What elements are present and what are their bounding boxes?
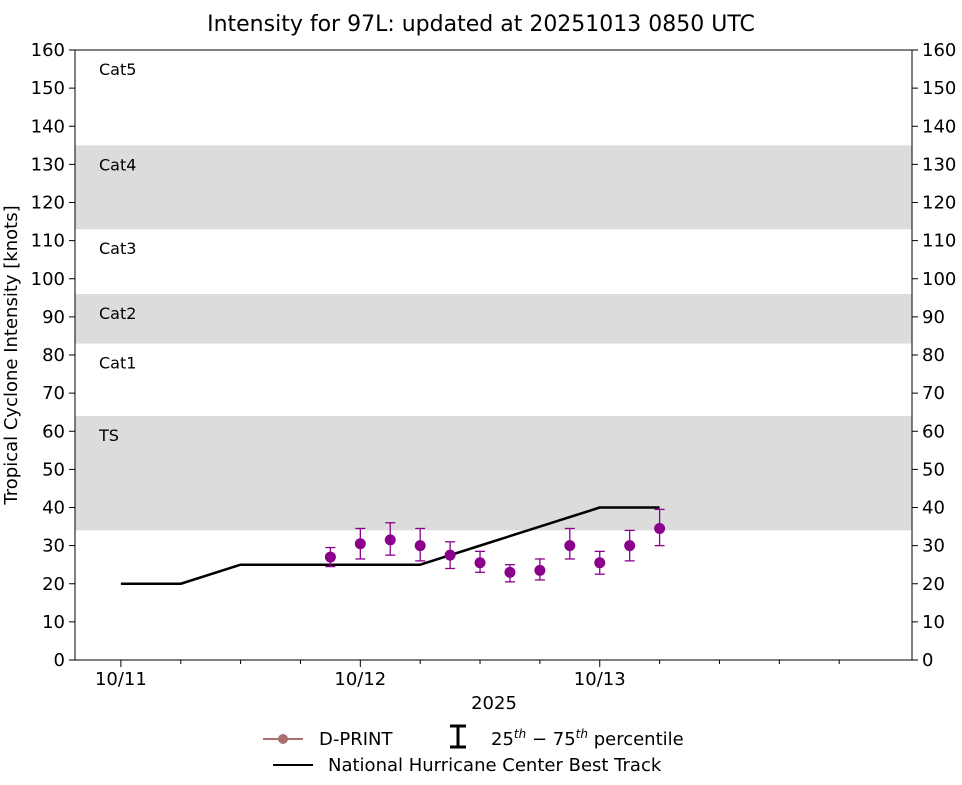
y-tick-label-left: 110 bbox=[31, 231, 65, 252]
category-labels: TS Cat1 Cat2 Cat3 Cat4 Cat5 bbox=[98, 60, 136, 445]
dprint-point-group bbox=[534, 558, 546, 581]
y-tick-label-left: 70 bbox=[42, 383, 65, 404]
besttrack-series bbox=[120, 506, 660, 585]
y-tick-label-right: 60 bbox=[922, 421, 945, 442]
y-tick-label-right: 100 bbox=[922, 269, 956, 290]
y-tick-label-left: 40 bbox=[42, 498, 65, 519]
y-tick-label-left: 80 bbox=[42, 345, 65, 366]
x-tick-label: 10/11 bbox=[95, 669, 147, 690]
dprint-point bbox=[594, 557, 606, 569]
dprint-point bbox=[354, 538, 366, 550]
legend-besttrack-label: National Hurricane Center Best Track bbox=[328, 755, 662, 776]
category-label-ts: TS bbox=[98, 426, 119, 445]
y-tick-label-left: 150 bbox=[31, 78, 65, 99]
dprint-point bbox=[504, 566, 516, 578]
y-tick-label-left: 130 bbox=[31, 154, 65, 175]
category-band-cat4 bbox=[75, 145, 912, 230]
y-tick-label-left: 0 bbox=[54, 650, 65, 671]
dprint-point-group bbox=[654, 508, 666, 547]
dprint-point-group bbox=[594, 550, 606, 575]
y-tick-label-left: 30 bbox=[42, 536, 65, 557]
y-tick-label-right: 150 bbox=[922, 78, 956, 99]
y-tick-label-left: 50 bbox=[42, 459, 65, 480]
dprint-point bbox=[324, 551, 336, 563]
legend-dprint-label: D-PRINT bbox=[319, 729, 393, 750]
x-axis: 10/11 10/12 10/13 bbox=[95, 660, 840, 690]
dprint-point bbox=[654, 522, 666, 534]
dprint-point-group bbox=[474, 550, 486, 573]
category-label-cat5: Cat5 bbox=[99, 60, 136, 79]
y-axis-left: 0 10 20 30 40 50 60 70 80 90 100 110 120 130 140 150 160 bbox=[31, 40, 75, 671]
y-axis-label: Tropical Cyclone Intensity [knots] bbox=[1, 205, 22, 505]
y-tick-label-right: 40 bbox=[922, 498, 945, 519]
y-tick-label-right: 140 bbox=[922, 116, 956, 137]
y-tick-label-right: 20 bbox=[922, 574, 945, 595]
dprint-point bbox=[624, 540, 636, 552]
dprint-point bbox=[534, 564, 546, 576]
y-tick-label-left: 10 bbox=[42, 612, 65, 633]
dprint-point-group bbox=[354, 527, 366, 560]
x-tick-label: 10/13 bbox=[574, 669, 626, 690]
legend-percentile-label: 25th − 75th percentile bbox=[491, 727, 684, 750]
y-tick-label-left: 120 bbox=[31, 193, 65, 214]
dprint-point-group bbox=[324, 546, 336, 568]
dprint-point bbox=[414, 540, 426, 552]
legend: D-PRINT 25th − 75th percentile National … bbox=[263, 724, 684, 776]
dprint-point bbox=[474, 557, 486, 569]
category-band-cat2 bbox=[75, 294, 912, 344]
dprint-point bbox=[444, 549, 456, 561]
dprint-point-group bbox=[504, 564, 516, 583]
y-tick-label-left: 160 bbox=[31, 40, 65, 61]
category-label-cat1: Cat1 bbox=[99, 354, 136, 373]
y-tick-label-right: 10 bbox=[922, 612, 945, 633]
y-axis-right: 0 10 20 30 40 50 60 70 80 90 100 110 120 130 140 150 160 bbox=[912, 40, 956, 671]
dprint-point bbox=[384, 534, 396, 546]
y-tick-label-right: 70 bbox=[922, 383, 945, 404]
y-tick-label-right: 50 bbox=[922, 459, 945, 480]
y-tick-label-left: 90 bbox=[42, 307, 65, 328]
legend-dprint-symbol bbox=[263, 734, 303, 744]
y-tick-label-left: 140 bbox=[31, 116, 65, 137]
y-tick-label-left: 60 bbox=[42, 421, 65, 442]
y-tick-label-right: 110 bbox=[922, 231, 956, 252]
y-tick-label-right: 0 bbox=[922, 650, 933, 671]
dprint-point-group bbox=[414, 527, 426, 562]
legend-percentile-symbol bbox=[450, 724, 466, 749]
dprint-point-group bbox=[384, 522, 396, 556]
dprint-point bbox=[564, 540, 576, 552]
dprint-point-group bbox=[564, 527, 576, 560]
dprint-point-group bbox=[444, 541, 456, 570]
y-tick-label-right: 160 bbox=[922, 40, 956, 61]
y-tick-label-right: 90 bbox=[922, 307, 945, 328]
category-bands bbox=[75, 145, 912, 531]
y-tick-label-right: 120 bbox=[922, 193, 956, 214]
x-axis-label: 2025 bbox=[471, 693, 517, 714]
category-label-cat3: Cat3 bbox=[99, 239, 136, 258]
dprint-series bbox=[324, 508, 666, 583]
category-band-ts bbox=[75, 416, 912, 531]
y-tick-label-right: 30 bbox=[922, 536, 945, 557]
y-tick-label-right: 130 bbox=[922, 154, 956, 175]
category-label-cat2: Cat2 bbox=[99, 304, 136, 323]
besttrack-line bbox=[120, 506, 660, 585]
dprint-point-group bbox=[624, 529, 636, 562]
y-tick-label-left: 20 bbox=[42, 574, 65, 595]
category-label-cat4: Cat4 bbox=[99, 155, 136, 174]
x-tick-label: 10/12 bbox=[334, 669, 386, 690]
plot-frame bbox=[74, 49, 913, 661]
chart-title: Intensity for 97L: updated at 20251013 0… bbox=[207, 12, 755, 37]
y-tick-label-left: 100 bbox=[31, 269, 65, 290]
y-tick-label-right: 80 bbox=[922, 345, 945, 366]
